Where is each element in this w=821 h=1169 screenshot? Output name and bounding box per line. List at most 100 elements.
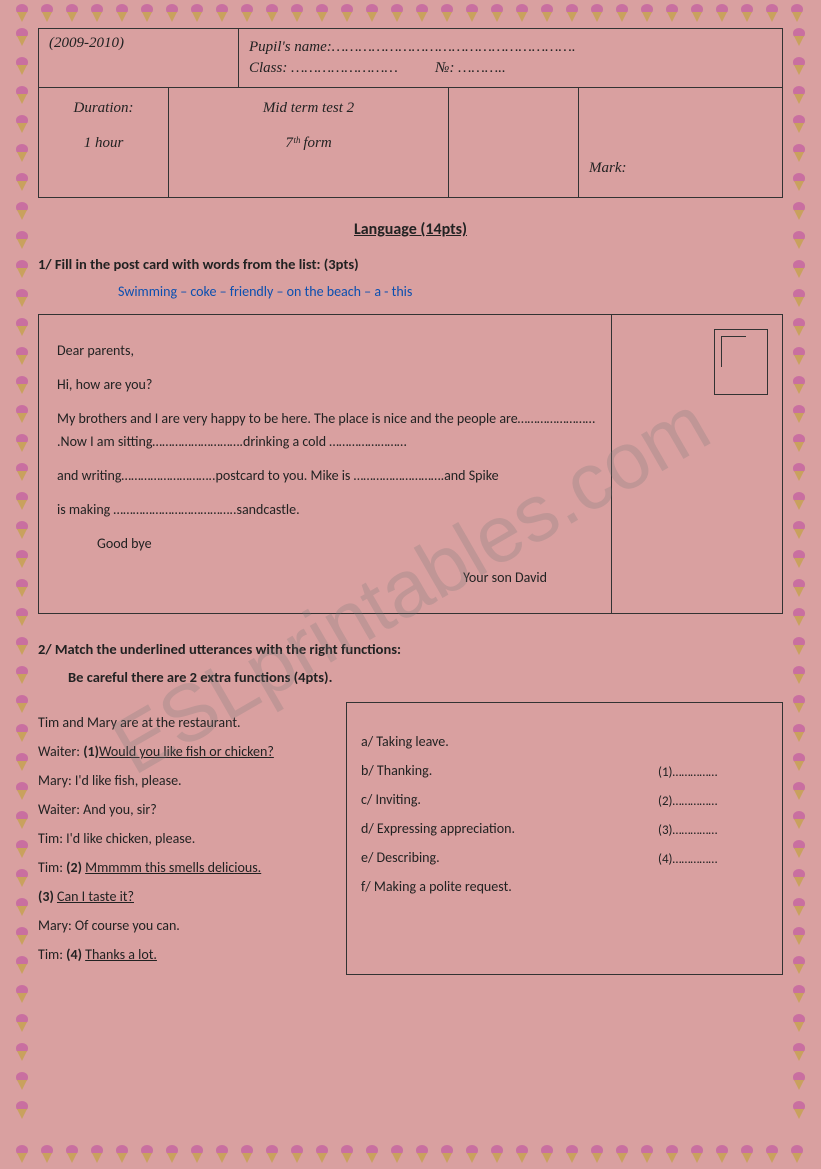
answer-1[interactable]: (1)……………: [658, 765, 768, 780]
number-field[interactable]: №: ………..: [435, 60, 505, 76]
ice-cream-icon: [264, 4, 280, 24]
ice-cream-icon: [791, 289, 807, 309]
ice-cream-icon: [389, 1145, 405, 1165]
ice-cream-icon: [791, 666, 807, 686]
duration-value: 1 hour: [49, 135, 158, 152]
ice-cream-icon: [791, 144, 807, 164]
postcard-greeting: Dear parents,: [57, 339, 597, 363]
dialogue-line-4: Tim: I'd like chicken, please.: [38, 830, 328, 847]
ice-cream-icon: [589, 4, 605, 24]
ice-cream-icon: [139, 1145, 155, 1165]
ice-cream-icon: [791, 840, 807, 860]
dialogue-line-5: Tim: (2) Mmmmm this smells delicious.: [38, 859, 328, 876]
ice-cream-icon: [791, 231, 807, 251]
dialogue-line-1: Waiter: (1)Would you like fish or chicke…: [38, 743, 328, 760]
ice-cream-icon: [791, 869, 807, 889]
ice-cream-icon: [14, 695, 30, 715]
ice-cream-icon: [14, 1072, 30, 1092]
ice-cream-icon: [14, 144, 30, 164]
ice-cream-icon: [14, 231, 30, 251]
ice-cream-icon: [639, 1145, 655, 1165]
test-title-cell: Mid term test 2 7ᵗʰ form: [169, 88, 449, 197]
ice-cream-icon: [389, 4, 405, 24]
pupil-info-cell: Pupil's name:………………………………………………. Class: …: [239, 29, 782, 87]
dialogue-line-8: Tim: (4) Thanks a lot.: [38, 946, 328, 963]
ice-cream-icon: [14, 1014, 30, 1034]
ice-cream-icon: [791, 724, 807, 744]
q2-dialogue: Tim and Mary are at the restaurant. Wait…: [38, 702, 328, 975]
ice-cream-icon: [89, 4, 105, 24]
ice-cream-icon: [114, 4, 130, 24]
option-d: d/ Expressing appreciation.: [361, 820, 658, 837]
ice-cream-icon: [14, 550, 30, 570]
ice-cream-icon: [114, 1145, 130, 1165]
pupil-name-field[interactable]: Pupil's name:……………………………………………….: [249, 39, 772, 56]
answer-3[interactable]: (3)……………: [658, 823, 768, 838]
ice-cream-icon: [14, 347, 30, 367]
ice-cream-icon: [789, 1145, 805, 1165]
ice-cream-icon: [791, 550, 807, 570]
ice-cream-icon: [14, 1145, 30, 1165]
ice-cream-icon: [64, 1145, 80, 1165]
ice-cream-icon: [14, 57, 30, 77]
option-c: c/ Inviting.: [361, 791, 658, 808]
ice-cream-icon: [314, 4, 330, 24]
ice-cream-icon: [639, 4, 655, 24]
ice-cream-icon: [791, 1072, 807, 1092]
ice-cream-icon: [489, 1145, 505, 1165]
ice-cream-icon: [164, 1145, 180, 1165]
class-field[interactable]: Class: ……………………: [249, 60, 398, 76]
border-right: [791, 28, 807, 1121]
ice-cream-icon: [414, 4, 430, 24]
ice-cream-icon: [791, 57, 807, 77]
ice-cream-icon: [739, 1145, 755, 1165]
ice-cream-icon: [14, 202, 30, 222]
section-title-language: Language (14pts): [38, 220, 783, 239]
answer-4[interactable]: (4)……………: [658, 852, 768, 867]
ice-cream-icon: [791, 492, 807, 512]
ice-cream-icon: [439, 1145, 455, 1165]
ice-cream-icon: [264, 1145, 280, 1165]
option-a: a/ Taking leave.: [361, 733, 658, 750]
ice-cream-icon: [764, 4, 780, 24]
ice-cream-icon: [791, 898, 807, 918]
postcard-goodbye: Good bye: [97, 532, 597, 556]
q2-match-container: Tim and Mary are at the restaurant. Wait…: [38, 702, 783, 975]
ice-cream-icon: [791, 637, 807, 657]
postcard-line-4[interactable]: is making ………………………………..sandcastle.: [57, 498, 597, 522]
dialogue-line-6: (3) Can I taste it?: [38, 888, 328, 905]
ice-cream-icon: [64, 4, 80, 24]
ice-cream-icon: [791, 115, 807, 135]
postcard-line-2[interactable]: My brothers and I are very happy to be h…: [57, 407, 597, 455]
empty-cell: [449, 88, 579, 197]
option-f: f/ Making a polite request.: [361, 878, 658, 895]
q1-heading: 1/ Fill in the post card with words from…: [38, 255, 783, 273]
ice-cream-icon: [239, 4, 255, 24]
ice-cream-icon: [614, 1145, 630, 1165]
ice-cream-icon: [289, 4, 305, 24]
ice-cream-icon: [339, 1145, 355, 1165]
ice-cream-icon: [789, 4, 805, 24]
header-row-2: Duration: 1 hour Mid term test 2 7ᵗʰ for…: [38, 88, 783, 198]
year-cell: (2009-2010): [39, 29, 239, 87]
ice-cream-icon: [791, 463, 807, 483]
ice-cream-icon: [589, 1145, 605, 1165]
ice-cream-icon: [539, 4, 555, 24]
ice-cream-icon: [14, 1043, 30, 1063]
postcard-box: Dear parents, Hi, how are you? My brothe…: [38, 314, 783, 614]
answer-2[interactable]: (2)……………: [658, 794, 768, 809]
ice-cream-icon: [14, 173, 30, 193]
ice-cream-icon: [14, 840, 30, 860]
ice-cream-icon: [14, 985, 30, 1005]
ice-cream-icon: [14, 115, 30, 135]
ice-cream-icon: [239, 1145, 255, 1165]
option-e: e/ Describing.: [361, 849, 658, 866]
ice-cream-icon: [539, 1145, 555, 1165]
ice-cream-icon: [739, 4, 755, 24]
ice-cream-icon: [14, 318, 30, 338]
ice-cream-icon: [14, 608, 30, 628]
mark-label: Mark:: [589, 160, 627, 177]
postcard-line-3[interactable]: and writing………………………..postcard to you. M…: [57, 464, 597, 488]
ice-cream-icon: [14, 405, 30, 425]
ice-cream-icon: [791, 811, 807, 831]
